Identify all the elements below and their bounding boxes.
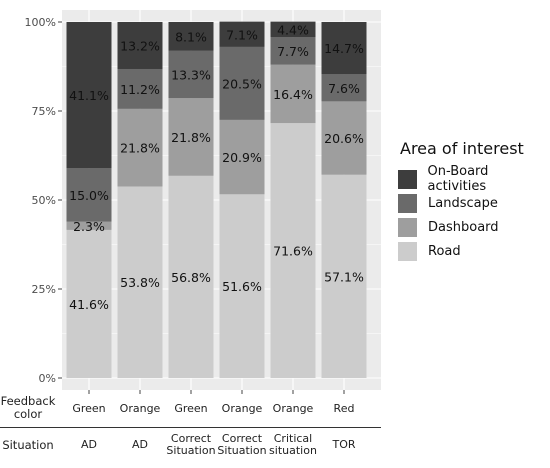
feedback-color-label: Orange bbox=[115, 403, 165, 415]
legend-label: Road bbox=[428, 244, 461, 259]
legend-swatch bbox=[398, 170, 417, 189]
y-tick-label: 0% bbox=[39, 372, 56, 385]
feedback-color-label: Orange bbox=[268, 403, 318, 415]
legend-item: Dashboard bbox=[398, 215, 548, 239]
data-label: 14.7% bbox=[324, 41, 364, 56]
y-tick-label: 50% bbox=[32, 194, 56, 207]
situation-label: Critical situation bbox=[268, 433, 318, 457]
y-tick-label: 25% bbox=[32, 283, 56, 296]
data-label: 57.1% bbox=[324, 269, 364, 284]
legend-item: Road bbox=[398, 239, 548, 263]
situation-label: Correct Situation bbox=[217, 433, 267, 457]
data-label: 20.6% bbox=[324, 131, 364, 146]
data-label: 16.4% bbox=[273, 87, 313, 102]
data-label: 41.1% bbox=[69, 88, 109, 103]
feedback-color-label: Green bbox=[166, 403, 216, 415]
data-label: 13.3% bbox=[171, 68, 211, 83]
data-label: 7.1% bbox=[226, 27, 258, 42]
feedback-color-label: Red bbox=[319, 403, 369, 415]
legend: Area of interest On-Board activities Land… bbox=[398, 139, 548, 263]
data-label: 56.8% bbox=[171, 270, 211, 285]
data-label: 20.5% bbox=[222, 76, 262, 91]
data-label: 13.2% bbox=[120, 38, 160, 53]
situation-label: TOR bbox=[319, 439, 369, 451]
feedback-color-row-label: Feedback color bbox=[0, 395, 56, 421]
legend-item: Landscape bbox=[398, 191, 548, 215]
data-label: 53.8% bbox=[120, 275, 160, 290]
situation-label: Correct Situation bbox=[166, 433, 216, 457]
situation-label: AD bbox=[115, 439, 165, 451]
data-label: 21.8% bbox=[171, 130, 211, 145]
legend-title: Area of interest bbox=[400, 139, 548, 158]
legend-swatch bbox=[398, 194, 417, 213]
y-tick-label: 100% bbox=[25, 16, 56, 29]
legend-swatch bbox=[398, 218, 417, 237]
data-label: 7.7% bbox=[277, 44, 309, 59]
data-label: 7.6% bbox=[328, 81, 360, 96]
data-label: 4.4% bbox=[277, 22, 309, 37]
legend-items: On-Board activities Landscape Dashboard Roa… bbox=[398, 167, 548, 263]
data-label: 21.8% bbox=[120, 141, 160, 156]
situation-label: AD bbox=[64, 439, 114, 451]
feedback-color-label: Orange bbox=[217, 403, 267, 415]
data-label: 20.9% bbox=[222, 150, 262, 165]
data-label: 2.3% bbox=[73, 219, 105, 234]
data-label: 8.1% bbox=[175, 29, 207, 44]
y-tick-label: 75% bbox=[32, 105, 56, 118]
legend-item: On-Board activities bbox=[398, 167, 548, 191]
legend-swatch bbox=[398, 242, 417, 261]
table-divider bbox=[0, 427, 381, 428]
situation-row-label: Situation bbox=[0, 439, 56, 452]
data-label: 71.6% bbox=[273, 244, 313, 259]
legend-label: Dashboard bbox=[428, 220, 499, 235]
legend-label: On-Board activities bbox=[428, 164, 548, 194]
data-label: 51.6% bbox=[222, 279, 262, 294]
data-label: 15.0% bbox=[69, 188, 109, 203]
data-label: 41.6% bbox=[69, 297, 109, 312]
legend-label: Landscape bbox=[428, 196, 498, 211]
feedback-color-label: Green bbox=[64, 403, 114, 415]
data-label: 11.2% bbox=[120, 82, 160, 97]
